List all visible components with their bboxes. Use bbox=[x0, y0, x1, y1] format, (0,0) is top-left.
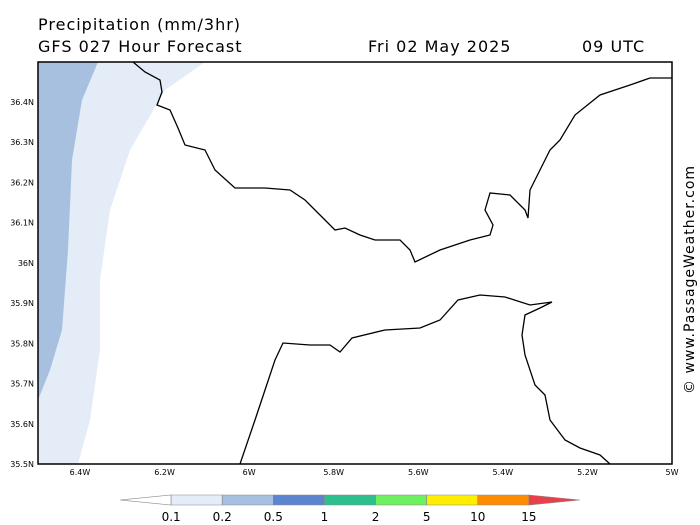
legend-swatch bbox=[221, 494, 274, 506]
lon-label: 6.2W bbox=[154, 468, 175, 477]
legend-label: 0.5 bbox=[264, 510, 283, 524]
lat-label: 36.4N bbox=[10, 98, 34, 107]
coastline-south bbox=[239, 294, 611, 464]
legend-label: 0.2 bbox=[213, 510, 232, 524]
lon-label: 5.8W bbox=[323, 468, 344, 477]
legend-swatch bbox=[477, 494, 530, 506]
lon-label: 5.6W bbox=[408, 468, 429, 477]
legend-swatch bbox=[170, 494, 223, 506]
lat-label: 35.5N bbox=[10, 460, 34, 469]
legend-swatch bbox=[375, 494, 427, 506]
legend-swatch bbox=[119, 494, 172, 506]
legend-swatch bbox=[324, 494, 376, 506]
lat-label: 35.7N bbox=[10, 380, 34, 389]
time: 09 UTC bbox=[582, 37, 645, 56]
legend-swatch bbox=[273, 494, 325, 506]
date: Fri 02 May 2025 bbox=[368, 37, 511, 56]
legend-label: 2 bbox=[372, 510, 380, 524]
lat-label: 36.2N bbox=[10, 178, 34, 187]
lat-label: 35.9N bbox=[10, 299, 34, 308]
watermark: © www.PassageWeather.com bbox=[682, 165, 698, 394]
precip-light bbox=[38, 62, 205, 464]
lon-label: 5.4W bbox=[493, 468, 514, 477]
lat-label: 35.8N bbox=[10, 339, 34, 348]
lon-label: 6.4W bbox=[70, 468, 91, 477]
lon-label: 5W bbox=[666, 468, 679, 477]
coastline-north bbox=[132, 62, 672, 263]
legend-label: 1 bbox=[321, 510, 329, 524]
lat-label: 36.1N bbox=[10, 219, 34, 228]
title: Precipitation (mm/3hr) bbox=[38, 15, 241, 34]
legend-label: 5 bbox=[423, 510, 431, 524]
legend-label: 15 bbox=[521, 510, 536, 524]
legend-label: 0.1 bbox=[162, 510, 181, 524]
lat-label: 36N bbox=[18, 259, 34, 268]
subtitle: GFS 027 Hour Forecast bbox=[38, 37, 243, 56]
legend-swatch bbox=[528, 494, 581, 506]
lat-label: 36.3N bbox=[10, 138, 34, 147]
precip-mid bbox=[38, 62, 98, 400]
map bbox=[37, 61, 673, 465]
lon-label: 6W bbox=[243, 468, 256, 477]
legend-swatch bbox=[426, 494, 479, 506]
legend-label: 10 bbox=[470, 510, 485, 524]
lat-label: 35.6N bbox=[10, 420, 34, 429]
map-frame bbox=[37, 61, 673, 465]
lon-label: 5.2W bbox=[577, 468, 598, 477]
